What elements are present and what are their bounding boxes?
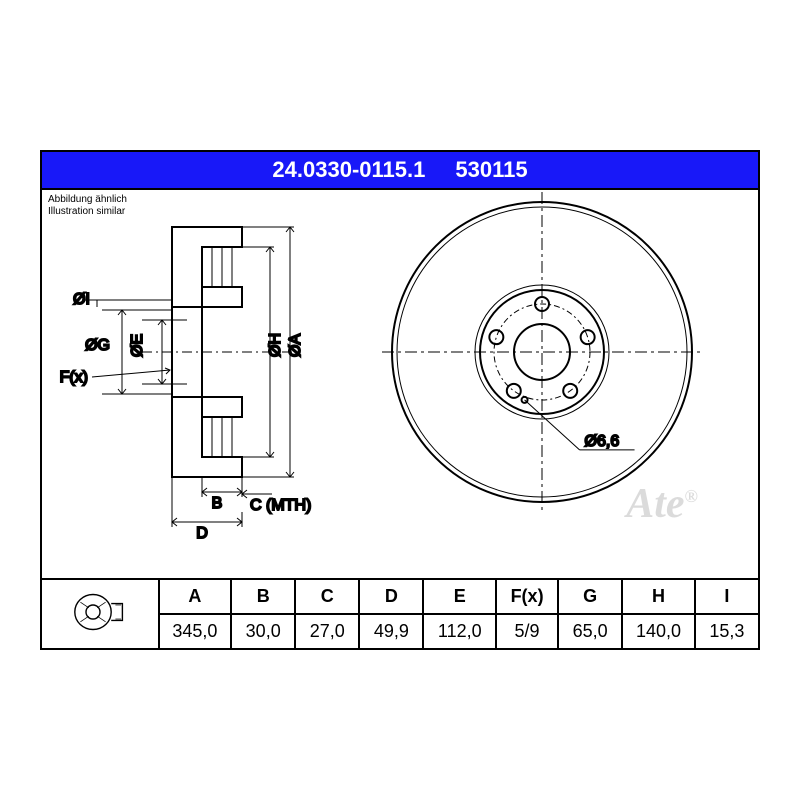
watermark-reg: ®: [685, 486, 698, 506]
label-D: D: [196, 525, 208, 542]
label-A: ØA: [287, 334, 304, 357]
col-header-E: E: [423, 579, 496, 614]
col-value-C: 27,0: [295, 614, 359, 649]
col-header-A: A: [159, 579, 232, 614]
label-G: ØG: [85, 337, 110, 354]
col-value-E: 112,0: [423, 614, 496, 649]
label-H: ØH: [267, 333, 284, 357]
col-value-B: 30,0: [231, 614, 295, 649]
watermark-text: Ate: [626, 481, 684, 527]
ate-watermark: Ate®: [626, 480, 698, 528]
label-F: F(x): [60, 369, 88, 386]
label-E: ØE: [129, 334, 146, 357]
side-view: ØA ØH ØE ØG: [60, 227, 312, 542]
rotor-thumbnail-icon: [72, 592, 128, 632]
header-bar: 24.0330-0115.1 530115: [42, 152, 758, 190]
dimension-table: ABCDEF(x)GHI 345,030,027,049,9112,05/965…: [40, 578, 760, 650]
col-header-Fx: F(x): [496, 579, 558, 614]
col-header-H: H: [622, 579, 695, 614]
col-value-G: 65,0: [558, 614, 622, 649]
col-header-C: C: [295, 579, 359, 614]
label-B: B: [212, 495, 223, 512]
part-number: 24.0330-0115.1: [272, 157, 425, 183]
col-header-D: D: [359, 579, 423, 614]
col-value-A: 345,0: [159, 614, 232, 649]
col-value-H: 140,0: [622, 614, 695, 649]
col-header-I: I: [695, 579, 759, 614]
col-value-Fx: 5/9: [496, 614, 558, 649]
part-code: 530115: [455, 157, 527, 183]
col-value-D: 49,9: [359, 614, 423, 649]
label-C: C (MTH): [250, 497, 311, 514]
label-I: ØI: [73, 291, 90, 308]
rotor-thumbnail-cell: [41, 579, 159, 649]
front-view: Ø6,6: [382, 192, 702, 512]
col-value-I: 15,3: [695, 614, 759, 649]
col-header-G: G: [558, 579, 622, 614]
label-hole-dia: Ø6,6: [585, 433, 620, 450]
col-header-B: B: [231, 579, 295, 614]
spec-sheet: 24.0330-0115.1 530115 Abbildung ähnlich …: [40, 150, 760, 650]
